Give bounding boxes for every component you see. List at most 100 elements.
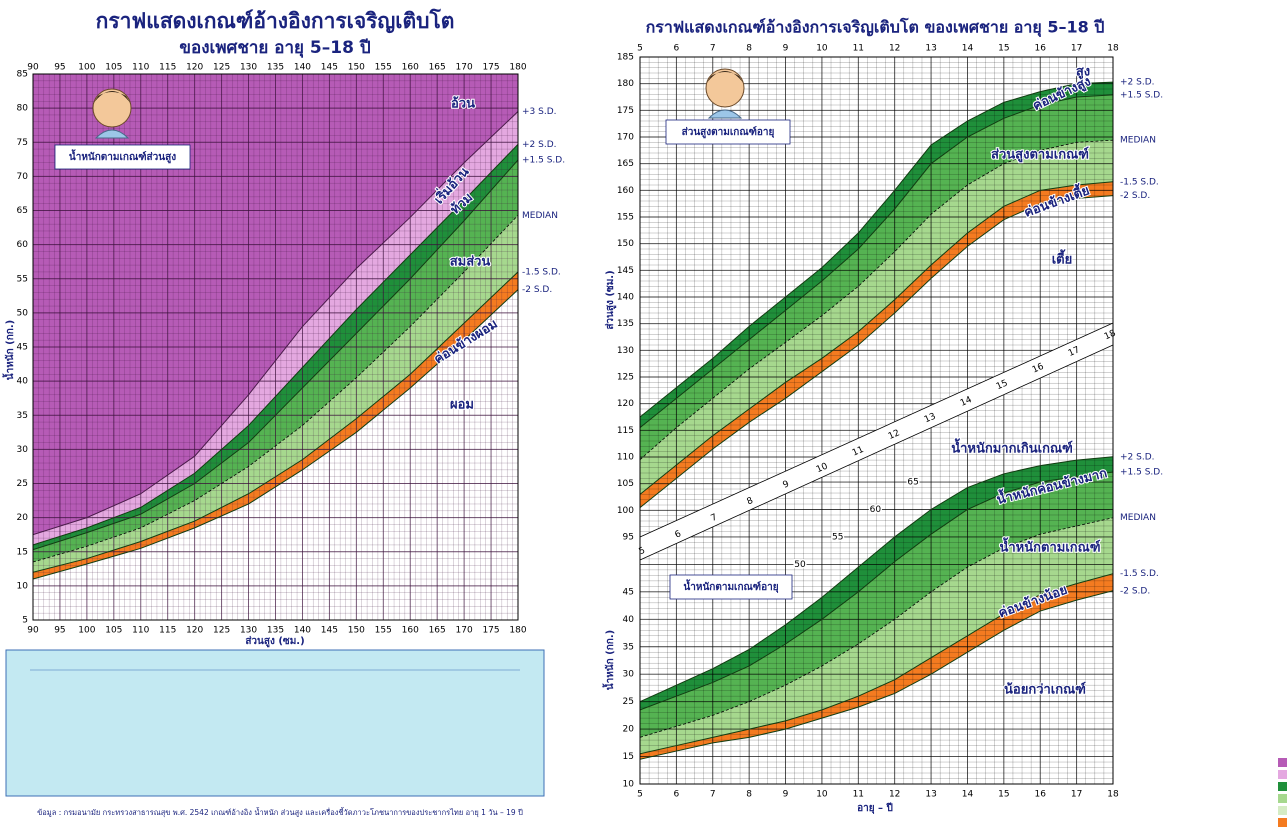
sd-label: -2 S.D. [522,285,552,295]
x-tick-label: 135 [267,626,284,636]
x-tick-label: 18 [1107,44,1119,54]
x-tick-label: 10 [816,790,828,800]
band-fill [640,94,1113,460]
diagonal-label: 7 [710,512,719,523]
chart-subtitle: ของเพศชาย อายุ 5–18 ปี [179,37,370,58]
band-label: สูง [1076,65,1090,80]
band-fill [640,57,1113,417]
x-tick-label: 160 [402,626,419,636]
x-tick-label: 7 [710,44,716,54]
x-tick-label: 115 [159,626,176,636]
y-tick-label: 80 [17,104,29,114]
swatch [1278,770,1287,779]
x-tick-label: 150 [348,626,365,636]
y-tick-label: 145 [617,266,634,276]
chart-title: กราฟแสดงเกณฑ์อ้างอิงการเจริญเติบโต [96,8,455,34]
inner-tick-label: 50 [794,560,806,570]
x-tick-label: 90 [27,626,39,636]
y-tick-label: 115 [617,426,634,436]
y-tick-label: 20 [623,725,635,735]
curve [640,94,1113,429]
x-tick-label: 12 [889,790,900,800]
source-note: ข้อมูล : กรมอนามัย กระทรวงสาธารณสุข พ.ศ.… [37,807,523,817]
illustration [94,129,130,139]
x-tick-label: 16 [1035,44,1047,54]
x-tick-label: 11 [853,44,864,54]
x-tick-label: 110 [132,626,149,636]
diagonal-label: 10 [815,461,830,475]
y-tick-label: 55 [17,274,28,284]
inner-tick-label: 60 [870,505,882,515]
band-label: สมส่วน [450,255,491,270]
illustration [707,109,743,119]
legend-swatches [1278,758,1287,827]
diagonal-label: 15 [995,378,1010,392]
sd-label: -1.5 S.D. [1120,177,1159,187]
y-tick-label: 70 [17,172,29,182]
sd-label: -1.5 S.D. [1120,569,1159,579]
band-fill [640,573,1113,760]
y-axis-label: น้ำหนัก (กก.) [2,320,16,380]
x-tick-label: 12 [889,44,900,54]
y-tick-label: 60 [17,240,29,250]
sd-label: -1.5 S.D. [522,267,561,277]
y-tick-label: 40 [17,377,29,387]
y-tick-label: 135 [617,319,634,329]
x-tick-label: 120 [186,626,203,636]
chart-title: กราฟแสดงเกณฑ์อ้างอิงการเจริญเติบโต ของเพ… [646,17,1105,38]
swatch [1278,818,1287,827]
x-tick-label: 5 [637,44,643,54]
plot-frame [639,56,1114,785]
x-tick-label: 6 [674,44,680,54]
sd-label: +1.5 S.D. [522,155,565,165]
inner-tick-label: 55 [832,532,843,542]
y-tick-label: 155 [617,213,634,223]
x-tick-label: 140 [294,63,311,73]
inset-box [665,119,791,145]
x-tick-label: 105 [105,63,122,73]
y-tick-label: 45 [17,343,28,353]
y-tick-label: 120 [617,399,634,409]
y-tick-label: 20 [17,513,29,523]
x-tick-label: 175 [482,626,499,636]
y-tick-label: 185 [617,53,634,63]
illustration [705,68,745,108]
y-tick-label: 130 [617,346,634,356]
y-tick-label: 5 [22,616,28,626]
diagonal-label: 8 [746,496,756,508]
band-fill [640,472,1113,738]
x-tick-label: 130 [240,626,257,636]
curve [640,195,1113,509]
sd-label: +1.5 S.D. [1120,90,1163,100]
y-tick-label: 85 [17,70,28,80]
x-tick-label: 7 [710,790,716,800]
y-tick-label: 45 [623,587,634,597]
y-tick-label: 105 [617,479,634,489]
x-tick-label: 170 [456,63,473,73]
diagonal-label: 11 [851,445,866,459]
x-tick-label: 5 [637,790,643,800]
x-tick-label: 14 [962,790,974,800]
band-fill [640,517,1113,754]
sd-label: +1.5 S.D. [1120,468,1163,478]
swatch [1278,806,1287,815]
inset-box [54,144,191,170]
y-tick-label: 50 [17,308,29,318]
diagonal-label: 14 [959,395,974,409]
band-fill [640,140,1113,495]
curve [33,143,518,546]
band-label: น้ำหนักมากเกินเกณฑ์ [951,438,1073,457]
diagonal-label: 6 [674,529,684,541]
curve [33,271,518,573]
x-tick-label: 13 [925,790,936,800]
x-tick-label: 18 [1107,790,1119,800]
y-tick-label: 15 [623,752,634,762]
sd-label: +2 S.D. [1120,78,1155,88]
x-tick-label: 130 [240,63,257,73]
curve [33,111,518,536]
y-tick-label: 30 [17,445,29,455]
curve [640,517,1113,738]
weight-height-plot [33,74,518,620]
x-tick-label: 8 [746,790,752,800]
